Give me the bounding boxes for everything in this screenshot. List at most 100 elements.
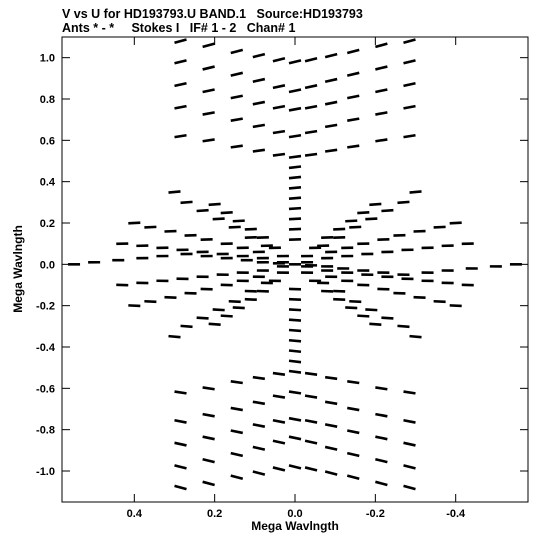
uv-point: [369, 202, 382, 207]
uv-point: [397, 324, 410, 329]
y-tick-label: 0.6: [40, 135, 55, 147]
uv-point: [288, 297, 302, 302]
uv-point: [375, 88, 388, 94]
uv-point: [202, 435, 215, 441]
uv-point: [288, 175, 302, 180]
uv-point: [304, 56, 318, 63]
uv-point: [346, 48, 360, 55]
uv-point: [230, 429, 244, 435]
uv-point: [174, 133, 187, 139]
uv-point: [174, 59, 187, 65]
uv-point: [346, 474, 360, 481]
y-tick-label: 0.2: [40, 218, 55, 230]
uv-point: [128, 221, 141, 225]
uv-point: [288, 217, 302, 221]
uv-point: [252, 470, 266, 476]
uv-point: [288, 390, 302, 395]
uv-point: [403, 484, 416, 491]
uv-point: [381, 316, 394, 320]
uv-point: [230, 48, 244, 55]
uv-point: [252, 445, 266, 451]
uv-point: [174, 464, 187, 470]
uv-point: [449, 221, 462, 225]
uv-point: [403, 59, 416, 65]
x-tick-label: 0.2: [207, 508, 222, 520]
uv-point: [345, 306, 358, 310]
uv-point: [272, 84, 286, 90]
uv-point: [324, 52, 338, 59]
uv-point: [365, 308, 378, 312]
x-axis-label: Mega Wavlngth: [251, 519, 339, 533]
plot-frame: [61, 36, 529, 503]
uv-point: [180, 324, 193, 329]
uv-point: [230, 406, 243, 412]
uv-point: [304, 439, 318, 445]
uv-point: [202, 42, 215, 49]
uv-point: [403, 133, 416, 139]
uv-point: [174, 81, 187, 88]
uv-point: [403, 81, 416, 88]
uv-point: [288, 338, 302, 343]
uv-point: [403, 418, 416, 424]
uv-point: [288, 133, 302, 139]
uv-point: [230, 474, 244, 481]
uv-point: [397, 200, 410, 205]
uv-point: [324, 445, 338, 451]
y-tick-label: -0.8: [36, 425, 55, 437]
uv-point: [288, 318, 302, 322]
uv-point: [288, 308, 302, 312]
uv-point: [168, 190, 181, 194]
uv-point: [272, 418, 286, 424]
uv-point: [403, 390, 416, 395]
y-tick-label: -0.2: [36, 301, 55, 313]
uv-point: [244, 227, 257, 231]
uv-point: [324, 148, 338, 153]
uv-point: [174, 484, 187, 491]
y-tick-label: 0.4: [40, 177, 56, 189]
uv-point: [196, 316, 209, 320]
uv-point: [144, 225, 157, 229]
y-tick-label: -0.4: [36, 342, 56, 354]
uv-point: [288, 88, 302, 94]
uv-point: [202, 457, 215, 464]
uv-point: [272, 129, 286, 135]
uv-point: [252, 400, 266, 406]
uv-point: [230, 94, 244, 100]
uv-point: [252, 375, 266, 381]
uv-point: [324, 77, 338, 84]
uv-point: [346, 429, 360, 435]
x-tick-label: 0.0: [287, 508, 302, 520]
uv-point: [272, 466, 286, 472]
uv-point: [304, 371, 318, 376]
uv-point: [433, 225, 446, 229]
uv-point: [212, 308, 225, 312]
uv-point: [375, 138, 388, 143]
uv-point: [174, 418, 187, 424]
uv-point: [202, 111, 215, 116]
uv-point: [272, 152, 286, 157]
uv-point: [232, 306, 245, 310]
uv-point: [288, 59, 302, 65]
uv-point: [347, 406, 360, 412]
uv-point: [375, 65, 388, 71]
x-tick-label: -0.2: [366, 508, 385, 520]
uv-point: [349, 225, 362, 229]
uv-point: [346, 451, 360, 458]
uv-point: [252, 148, 266, 153]
uv-point: [403, 441, 416, 447]
uv-point: [202, 65, 215, 71]
uv-point: [288, 369, 302, 374]
uv-point: [375, 412, 388, 418]
uv-point: [349, 299, 362, 304]
y-tick-label: 0.8: [40, 94, 55, 106]
uv-point: [174, 390, 187, 395]
uv-point: [324, 470, 338, 476]
uv-point: [202, 88, 215, 94]
uv-point: [252, 423, 266, 428]
uv-point: [228, 225, 241, 229]
uv-point: [345, 219, 358, 223]
y-tick-label: -1.0: [36, 466, 55, 478]
uv-point: [403, 104, 416, 110]
uv-point: [144, 299, 157, 304]
uv-point: [196, 208, 209, 213]
